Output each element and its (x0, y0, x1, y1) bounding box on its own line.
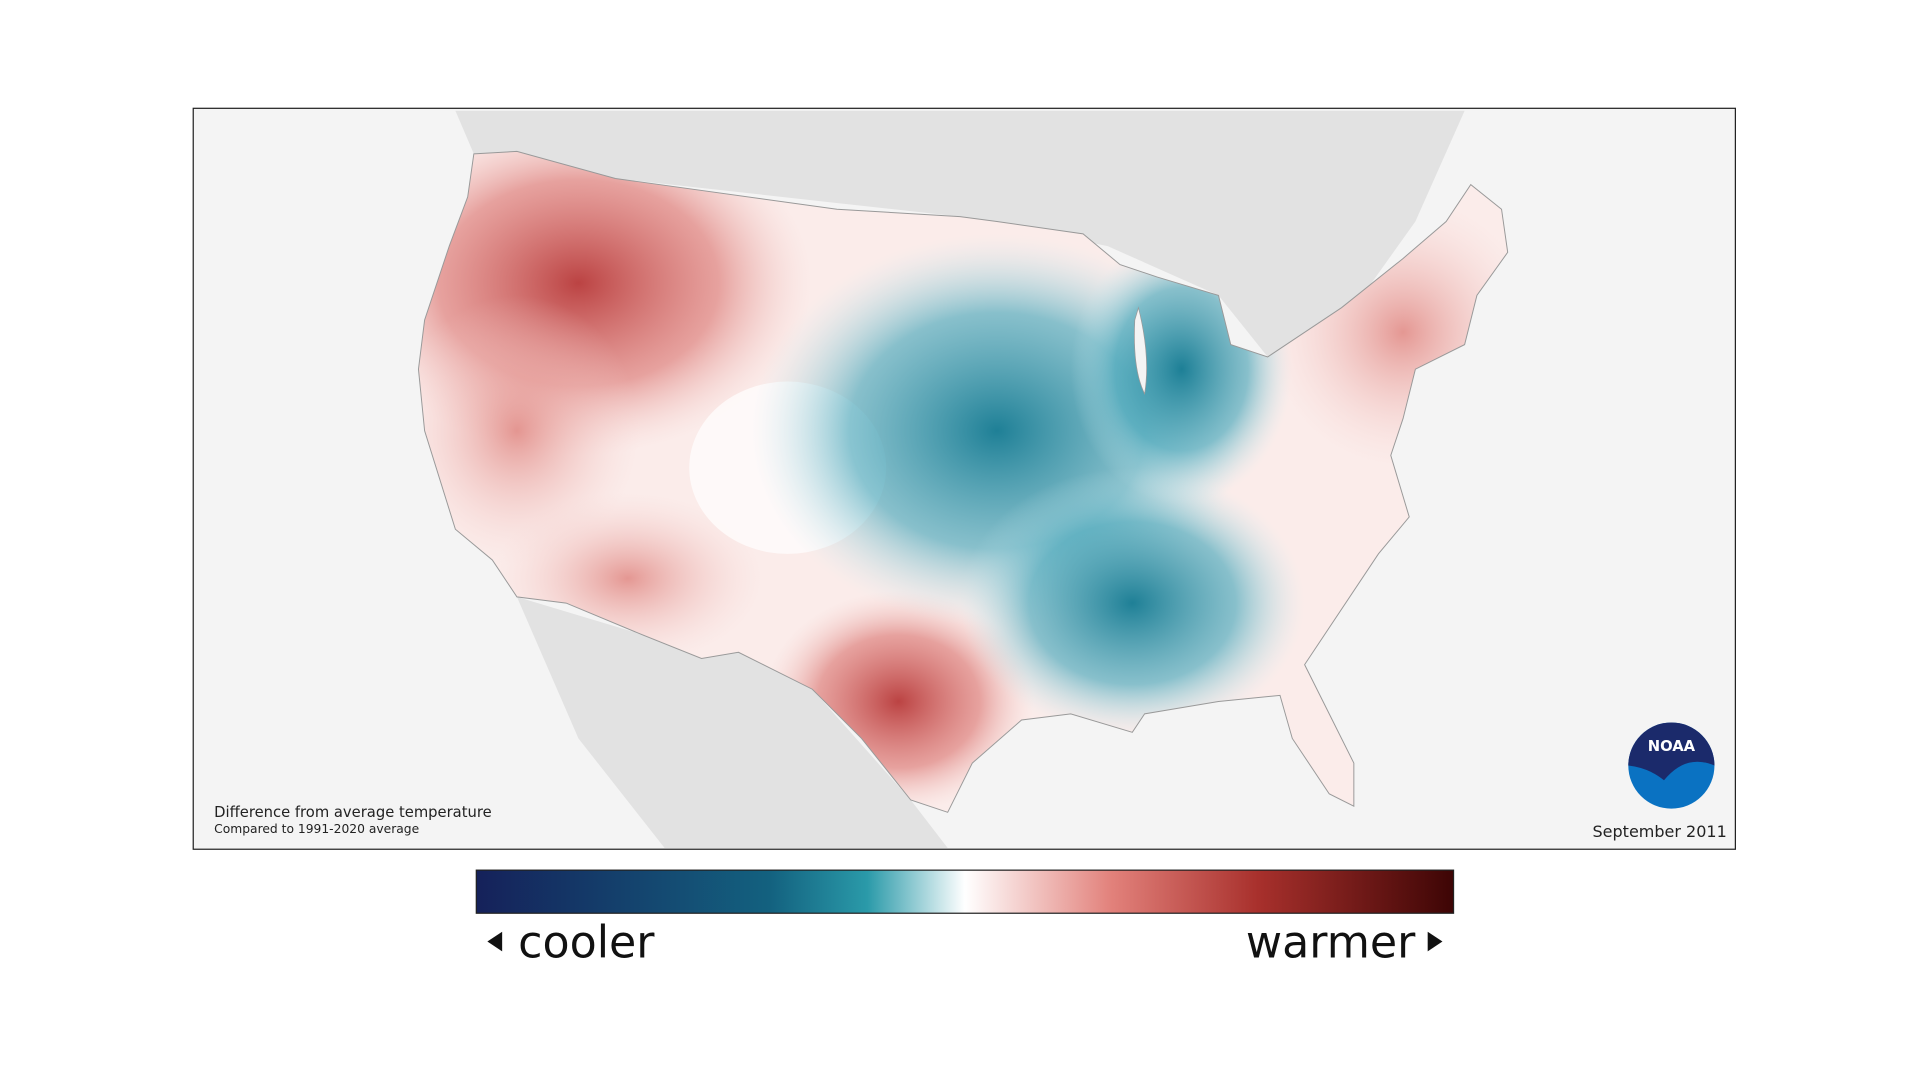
warmer-arrow (1427, 931, 1443, 952)
color-scale (475, 869, 1455, 914)
legend-high: warmer (1246, 918, 1416, 969)
map-date: September 2011 (1593, 822, 1727, 841)
cooler-arrow (487, 931, 503, 952)
logo-text: NOAA (1648, 738, 1696, 755)
caption-subtitle: Compared to 1991-2020 average (214, 822, 419, 836)
caption-title: Difference from average temperature (214, 804, 492, 821)
us-outline (417, 150, 1509, 813)
legend-low: cooler (518, 918, 655, 969)
canada (455, 110, 1465, 357)
noaa-logo: NOAA (1628, 722, 1715, 809)
lake-michigan (1134, 306, 1148, 396)
mexico (516, 596, 948, 848)
